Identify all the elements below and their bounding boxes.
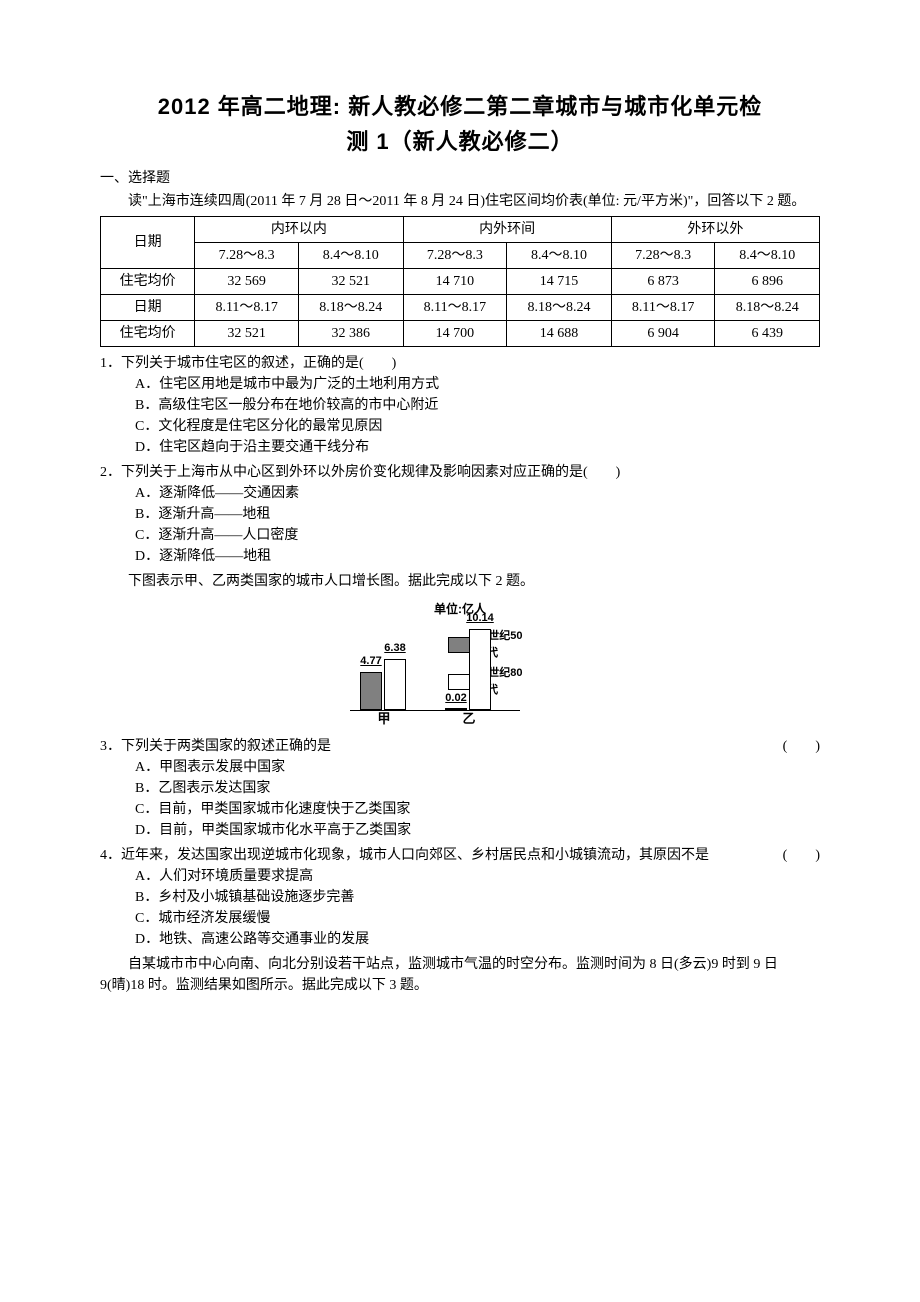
table-cell: 32 386 xyxy=(299,321,403,347)
table-cell: 32 521 xyxy=(195,321,299,347)
table-cell: 6 873 xyxy=(611,269,715,295)
table-cell: 32 521 xyxy=(299,269,403,295)
q4-option-d: D．地铁、高速公路等交通事业的发展 xyxy=(149,929,820,950)
chart-bar-label: 6.38 xyxy=(378,640,412,657)
table-cell: 7.28～8.3 xyxy=(195,243,299,269)
context-3: 自某城市市中心向南、向北分别设若干站点，监测城市气温的时空分布。监测时间为 8 … xyxy=(100,954,820,996)
question-2: 2．下列关于上海市从中心区到外环以外房价变化规律及影响因素对应正确的是( ) A… xyxy=(100,462,820,567)
table-col-group: 外环以外 xyxy=(611,217,819,243)
table-cell: 14 700 xyxy=(403,321,507,347)
q3-stem-text: 3．下列关于两类国家的叙述正确的是 xyxy=(100,739,331,754)
table-cell: 14 710 xyxy=(403,269,507,295)
q4-stem-text: 4．近年来，发达国家出现逆城市化现象，城市人口向郊区、乡村居民点和小城镇流动，其… xyxy=(100,848,709,863)
q4-paren: ( ) xyxy=(797,845,820,866)
q3-paren: ( ) xyxy=(797,736,820,757)
question-4: 4．近年来，发达国家出现逆城市化现象，城市人口向郊区、乡村居民点和小城镇流动，其… xyxy=(100,845,820,950)
table-cell: 8.4～8.10 xyxy=(715,243,820,269)
q4-stem: 4．近年来，发达国家出现逆城市化现象，城市人口向郊区、乡村居民点和小城镇流动，其… xyxy=(114,845,820,866)
table-cell: 8.18～8.24 xyxy=(715,295,820,321)
bar-chart: 单位:亿人 20世纪50年代 20世纪80年代 4.776.380.0210.1… xyxy=(100,600,820,730)
chart-x-label: 甲 xyxy=(372,709,396,729)
table-cell: 6 896 xyxy=(715,269,820,295)
table-row-label: 住宅均价 xyxy=(101,269,195,295)
doc-title-line2: 测 1（新人教必修二） xyxy=(100,125,820,158)
chart-bar xyxy=(384,659,406,710)
chart-bar xyxy=(360,672,382,710)
table-cell: 8.11～8.17 xyxy=(195,295,299,321)
table-cell: 8.18～8.24 xyxy=(507,295,611,321)
table-cell: 6 904 xyxy=(611,321,715,347)
table-cell: 6 439 xyxy=(715,321,820,347)
table-col-group: 内外环间 xyxy=(403,217,611,243)
q3-stem: 3．下列关于两类国家的叙述正确的是 ( ) xyxy=(114,736,820,757)
q4-option-c: C．城市经济发展缓慢 xyxy=(149,908,820,929)
intro-text: 读"上海市连续四周(2011 年 7 月 28 日～2011 年 8 月 24 … xyxy=(100,191,820,212)
table-row-label: 日期 xyxy=(101,217,195,269)
question-1: 1．下列关于城市住宅区的叙述，正确的是( ) A．住宅区用地是城市中最为广泛的土… xyxy=(100,353,820,458)
q3-option-d: D．目前，甲类国家城市化水平高于乙类国家 xyxy=(149,820,820,841)
chart-bar-label: 0.02 xyxy=(439,690,473,707)
table-col-group: 内环以内 xyxy=(195,217,403,243)
table-cell: 14 715 xyxy=(507,269,611,295)
table-cell: 8.11～8.17 xyxy=(611,295,715,321)
q2-option-c: C．逐渐升高——人口密度 xyxy=(149,525,820,546)
q2-stem: 2．下列关于上海市从中心区到外环以外房价变化规律及影响因素对应正确的是( ) xyxy=(114,462,820,483)
q4-option-b: B．乡村及小城镇基础设施逐步完善 xyxy=(149,887,820,908)
chart-x-label: 乙 xyxy=(457,709,481,729)
q1-stem: 1．下列关于城市住宅区的叙述，正确的是( ) xyxy=(114,353,820,374)
table-row-label: 住宅均价 xyxy=(101,321,195,347)
table-cell: 8.11～8.17 xyxy=(403,295,507,321)
table-cell: 8.4～8.10 xyxy=(299,243,403,269)
q4-option-a: A．人们对环境质量要求提高 xyxy=(149,866,820,887)
table-row-label: 日期 xyxy=(101,295,195,321)
q3-option-c: C．目前，甲类国家城市化速度快于乙类国家 xyxy=(149,799,820,820)
q2-option-b: B．逐渐升高——地租 xyxy=(149,504,820,525)
chart-bar xyxy=(469,629,491,710)
q1-option-a: A．住宅区用地是城市中最为广泛的土地利用方式 xyxy=(149,374,820,395)
q3-option-b: B．乙图表示发达国家 xyxy=(149,778,820,799)
table-cell: 8.4～8.10 xyxy=(507,243,611,269)
table-cell: 8.18～8.24 xyxy=(299,295,403,321)
chart-unit-label: 单位:亿人 xyxy=(320,600,600,618)
section-heading: 一、选择题 xyxy=(100,168,820,189)
q1-option-c: C．文化程度是住宅区分化的最常见原因 xyxy=(149,416,820,437)
question-3: 3．下列关于两类国家的叙述正确的是 ( ) A．甲图表示发展中国家 B．乙图表示… xyxy=(100,736,820,841)
q2-option-d: D．逐渐降低——地租 xyxy=(149,546,820,567)
table-cell: 32 569 xyxy=(195,269,299,295)
table-cell: 7.28～8.3 xyxy=(611,243,715,269)
table-cell: 14 688 xyxy=(507,321,611,347)
table-cell: 7.28～8.3 xyxy=(403,243,507,269)
q3-option-a: A．甲图表示发展中国家 xyxy=(149,757,820,778)
q1-option-b: B．高级住宅区一般分布在地价较高的市中心附近 xyxy=(149,395,820,416)
chart-bars-area: 20世纪50年代 20世纪80年代 4.776.380.0210.14甲乙 xyxy=(350,622,520,711)
chart-bar-label: 10.14 xyxy=(463,610,497,627)
chart-context: 下图表示甲、乙两类国家的城市人口增长图。据此完成以下 2 题。 xyxy=(100,571,820,592)
price-table: 日期 内环以内 内外环间 外环以外 7.28～8.3 8.4～8.10 7.28… xyxy=(100,216,820,347)
doc-title-line1: 2012 年高二地理: 新人教必修二第二章城市与城市化单元检 xyxy=(100,90,820,123)
q1-option-d: D．住宅区趋向于沿主要交通干线分布 xyxy=(149,437,820,458)
q2-option-a: A．逐渐降低——交通因素 xyxy=(149,483,820,504)
